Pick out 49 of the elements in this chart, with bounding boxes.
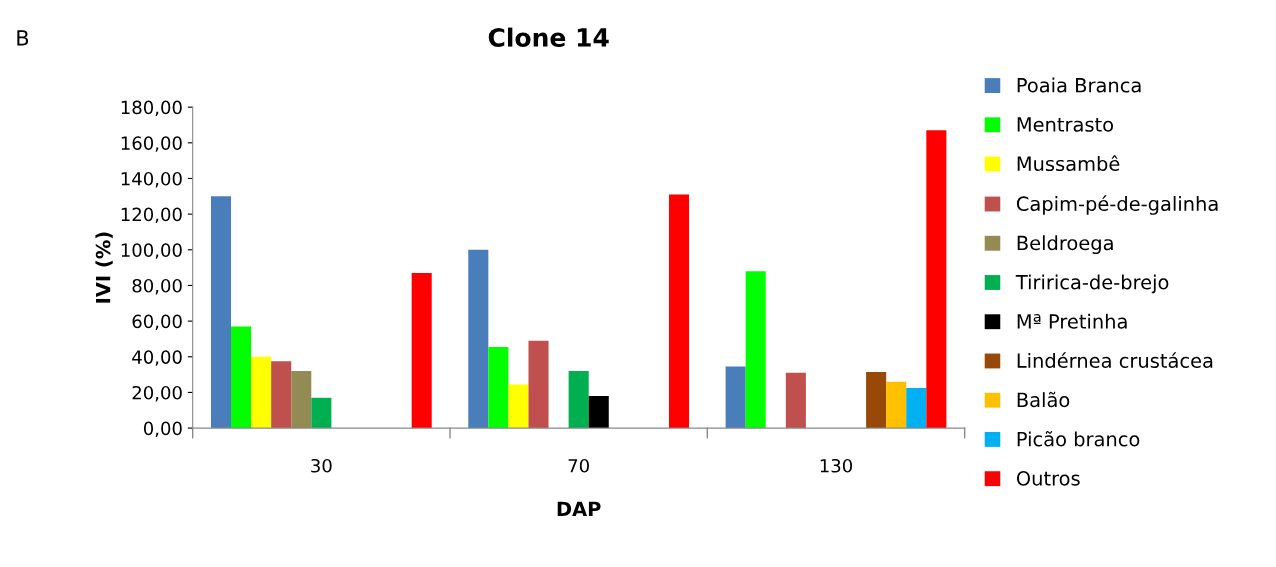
bar bbox=[588, 395, 609, 429]
bar bbox=[668, 194, 690, 429]
y-tick-label: 160,00 bbox=[121, 136, 182, 152]
bar bbox=[271, 361, 292, 429]
legend-label: Poaia Branca bbox=[1017, 77, 1141, 93]
bar bbox=[906, 387, 927, 429]
x-tick-label: 70 bbox=[568, 458, 589, 473]
legend-label: Mentrasto bbox=[1017, 117, 1113, 132]
bar bbox=[251, 356, 272, 429]
legend-label: Outros bbox=[1016, 471, 1080, 486]
bar bbox=[926, 130, 947, 429]
y-tick-label: 80,00 bbox=[132, 278, 182, 295]
legend-label: Tiririca-de-brejo bbox=[1015, 274, 1169, 294]
y-tick-label: 0,00 bbox=[143, 421, 182, 438]
y-tick-label: 40,00 bbox=[132, 350, 182, 366]
bar bbox=[311, 397, 332, 429]
bar bbox=[886, 381, 907, 429]
bar bbox=[568, 371, 589, 429]
bar bbox=[508, 384, 529, 429]
bar bbox=[725, 366, 746, 429]
bar bbox=[291, 371, 312, 429]
y-tick-label: 20,00 bbox=[132, 385, 182, 402]
bar bbox=[468, 249, 489, 429]
x-tick-label: 30 bbox=[311, 458, 332, 473]
legend-label: Mussambê bbox=[1017, 155, 1120, 172]
y-tick-label: 140,00 bbox=[121, 171, 182, 188]
bar bbox=[488, 346, 509, 429]
bar bbox=[528, 340, 549, 429]
y-tick-label: 60,00 bbox=[132, 314, 182, 331]
text: B bbox=[17, 30, 29, 46]
chart-title: Clone 14 bbox=[488, 27, 609, 47]
bar bbox=[210, 196, 232, 429]
bar bbox=[231, 326, 252, 429]
bar bbox=[785, 372, 806, 429]
x-tick-label: 130 bbox=[820, 458, 853, 473]
legend-label: Balão bbox=[1017, 391, 1070, 408]
y-tick-label: 120,00 bbox=[121, 207, 182, 224]
legend-label: Beldroega bbox=[1017, 235, 1113, 255]
legend-label: Lindérnea crustácea bbox=[1017, 352, 1213, 368]
bar bbox=[411, 272, 432, 429]
y-axis-title: IVI (%) bbox=[95, 232, 113, 303]
legend-label: Picão branco bbox=[1017, 431, 1140, 447]
legend-label: Capim-pé-de-galinha bbox=[1016, 195, 1218, 215]
legend-label: Mª Pretinha bbox=[1017, 313, 1127, 329]
bar bbox=[866, 371, 887, 429]
bar bbox=[745, 271, 766, 429]
y-tick-label: 100,00 bbox=[121, 243, 182, 259]
x-axis-title: DAP bbox=[557, 501, 601, 516]
y-tick-label: 180,00 bbox=[121, 100, 182, 117]
